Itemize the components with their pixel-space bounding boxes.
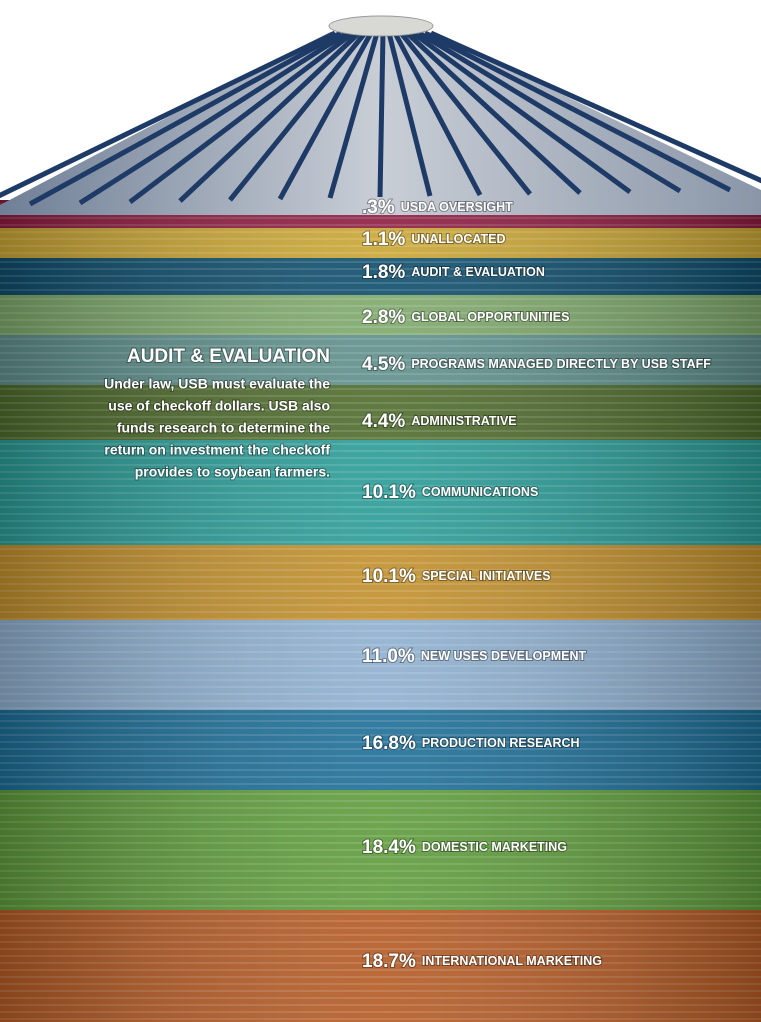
sidebar-line: funds research to determine the [117,420,330,436]
roof-rib [178,31,361,203]
sidebar-line: Under law, USB must evaluate the [104,376,330,392]
roof-rib [405,31,582,195]
band-label: 4.4% ADMINISTRATIVE [362,411,517,432]
roof-rib [429,30,761,184]
band-name: PROGRAMS MANAGED DIRECTLY BY USB STAFF [411,357,711,371]
band-label: 1.1% UNALLOCATED [362,229,506,250]
band-label: 11.0% NEW USES DEVELOPMENT [362,646,586,667]
band-label: .3% USDA OVERSIGHT [362,197,513,218]
roof-rib [392,31,483,197]
band-percent: 2.8% [362,307,405,328]
roof-rib [78,30,349,206]
roof-rib [327,32,380,199]
band-label: 1.8% AUDIT & EVALUATION [362,262,545,283]
roof-rib [228,31,367,202]
roof-rib [386,32,433,197]
body-shade [0,200,761,1022]
band-name: DOMESTIC MARKETING [422,840,567,854]
band-label: 2.8% GLOBAL OPPORTUNITIES [362,307,569,328]
band-label: 16.8% PRODUCTION RESEARCH [362,733,580,754]
roof-rib [423,30,732,193]
roof-rib [0,30,337,199]
band-percent: 18.7% [362,951,416,972]
roof-rib [417,30,682,194]
sidebar-line: return on investment the checkoff [104,442,330,458]
roof-rib [411,30,632,195]
roof-rib [277,31,374,201]
band-percent: 18.4% [362,837,416,858]
band-percent: .3% [362,197,395,218]
band-percent: 1.8% [362,262,405,283]
sidebar-line: provides to soybean farmers. [135,464,330,480]
band-name: ADMINISTRATIVE [411,414,516,428]
roof-rib [399,31,532,196]
band-name: AUDIT & EVALUATION [411,265,545,279]
band-name: NEW USES DEVELOPMENT [421,649,587,663]
roof-rib [377,32,386,198]
band-label: 4.5% PROGRAMS MANAGED DIRECTLY BY USB STA… [362,354,711,375]
roof-rib [128,31,355,204]
band-name: GLOBAL OPPORTUNITIES [411,310,569,324]
band-percent: 10.1% [362,482,416,503]
band-name: USDA OVERSIGHT [401,200,513,214]
band-label: 18.4% DOMESTIC MARKETING [362,837,567,858]
band-name: COMMUNICATIONS [422,485,538,499]
band-name: PRODUCTION RESEARCH [422,736,580,750]
band-label: 18.7% INTERNATIONAL MARKETING [362,951,602,972]
silo-body [0,200,761,1022]
band-percent: 10.1% [362,566,416,587]
band-label: 10.1% COMMUNICATIONS [362,482,538,503]
silo-roof [0,30,761,215]
band-percent: 16.8% [362,733,416,754]
band-percent: 4.4% [362,411,405,432]
band-label: 10.1% SPECIAL INITIATIVES [362,566,551,587]
sidebar-title: AUDIT & EVALUATION [127,346,330,367]
band-name: UNALLOCATED [411,232,505,246]
labels: .3% USDA OVERSIGHT 1.1% UNALLOCATED 1.8% AUDI… [103,196,712,973]
band-percent: 4.5% [362,354,405,375]
band-percent: 11.0% [362,646,415,667]
roof-rib [28,30,343,207]
band-name: INTERNATIONAL MARKETING [422,954,602,968]
sidebar-line: use of checkoff dollars. USB also [108,398,330,414]
band-name: SPECIAL INITIATIVES [422,569,551,583]
band-percent: 1.1% [362,229,405,250]
roof-cap [328,15,434,37]
